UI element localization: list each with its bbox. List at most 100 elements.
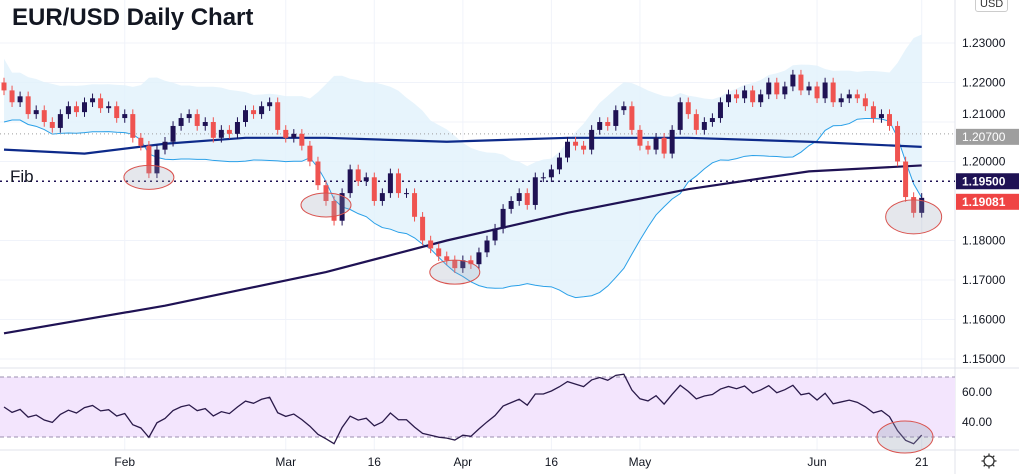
candle-body <box>919 197 925 213</box>
candle-body <box>565 141 570 158</box>
time-tick-label: 16 <box>545 455 559 469</box>
rsi-band-fill <box>0 377 955 437</box>
candle-body <box>830 82 836 103</box>
candle-body <box>887 114 892 126</box>
price-tick-label: 1.15000 <box>962 352 1006 366</box>
candle-body <box>154 149 160 174</box>
candle-body <box>516 193 522 201</box>
time-tick-label: 16 <box>368 455 382 469</box>
candle-body <box>315 161 321 186</box>
candle-body <box>701 122 707 130</box>
candle-body <box>331 201 337 221</box>
highlight-circle <box>123 164 175 190</box>
time-tick-label: May <box>629 455 652 469</box>
candle-body <box>524 193 530 205</box>
candle-body <box>709 118 715 122</box>
candle-body <box>218 129 224 138</box>
candle-body <box>621 106 627 111</box>
candle-body <box>395 173 401 194</box>
candle-body <box>363 177 369 182</box>
candle-body <box>251 110 257 115</box>
candle-body <box>798 74 804 91</box>
candle-body <box>685 102 691 115</box>
price-level-badge <box>956 193 1019 210</box>
candle-body <box>878 114 884 119</box>
candle-body <box>452 260 458 269</box>
candle-body <box>178 118 184 126</box>
candle-body <box>387 173 393 194</box>
candle-body <box>267 102 273 107</box>
candle-body <box>82 102 87 113</box>
candle-body <box>484 240 490 253</box>
ma50-line <box>3 136 922 155</box>
candle-body <box>613 110 619 126</box>
candle-body <box>822 82 828 99</box>
settings-gear-icon[interactable] <box>981 453 997 469</box>
candle-body <box>234 122 240 134</box>
candle-body <box>637 129 643 146</box>
rsi-highlight-circle <box>876 420 934 454</box>
candle-body <box>114 106 120 119</box>
candle-body <box>846 94 852 99</box>
candle-body <box>806 86 812 91</box>
candle-body <box>307 145 313 162</box>
candle-body <box>581 145 587 150</box>
candle-body <box>726 94 731 103</box>
candle-body <box>492 228 498 241</box>
currency-button[interactable]: USD <box>975 0 1009 12</box>
candle-body <box>1 82 7 91</box>
candle-body <box>226 129 232 134</box>
candle-body <box>339 193 345 221</box>
price-tick-label: 1.17000 <box>962 273 1006 287</box>
candle-body <box>677 102 683 130</box>
candle-body <box>508 201 514 209</box>
candle-body <box>774 82 780 95</box>
price-level-badge <box>956 128 1019 145</box>
candle-body <box>41 110 47 122</box>
candle-body <box>202 122 208 126</box>
candle-body <box>436 248 442 257</box>
candle-body <box>283 129 289 138</box>
candle-body <box>291 133 297 138</box>
candle-body <box>645 145 651 150</box>
price-level-badge <box>956 173 1019 190</box>
price-tick-label: 1.16000 <box>962 313 1006 327</box>
candle-body <box>25 96 31 115</box>
rsi-tick-label: 60.00 <box>962 385 992 399</box>
candle-body <box>870 106 876 119</box>
time-tick-label: Jun <box>807 455 826 469</box>
candle-body <box>468 260 474 265</box>
candle-body <box>782 86 788 95</box>
gear-tooth <box>992 455 995 458</box>
price-tick-label: 1.23000 <box>962 36 1006 50</box>
price-level-badge-text: 1.20700 <box>962 130 1006 144</box>
candle-body <box>734 94 740 99</box>
candle-body <box>653 137 659 150</box>
price-level-badge-text: 1.19500 <box>962 174 1006 188</box>
candle-body <box>814 86 820 99</box>
candle-body <box>186 114 192 119</box>
candle-body <box>862 98 868 107</box>
candle-body <box>138 137 144 146</box>
candle-body <box>460 260 466 269</box>
gear-tooth <box>992 464 995 467</box>
gear-tooth <box>983 464 986 467</box>
time-tick-label: Mar <box>275 455 296 469</box>
candle-body <box>404 193 409 195</box>
fib-label: Fib <box>10 167 34 186</box>
candle-body <box>122 114 128 119</box>
candle-body <box>17 96 23 103</box>
candle-body <box>750 90 756 103</box>
candle-body <box>73 106 79 113</box>
candle-body <box>170 125 176 142</box>
candle-body <box>838 98 844 103</box>
bollinger-band-fill <box>4 34 922 298</box>
candle-body <box>540 177 546 179</box>
candle-body <box>605 122 611 126</box>
candle-body <box>275 102 281 130</box>
candle-body <box>548 169 554 178</box>
candle-body <box>556 157 562 170</box>
candle-body <box>412 193 418 217</box>
